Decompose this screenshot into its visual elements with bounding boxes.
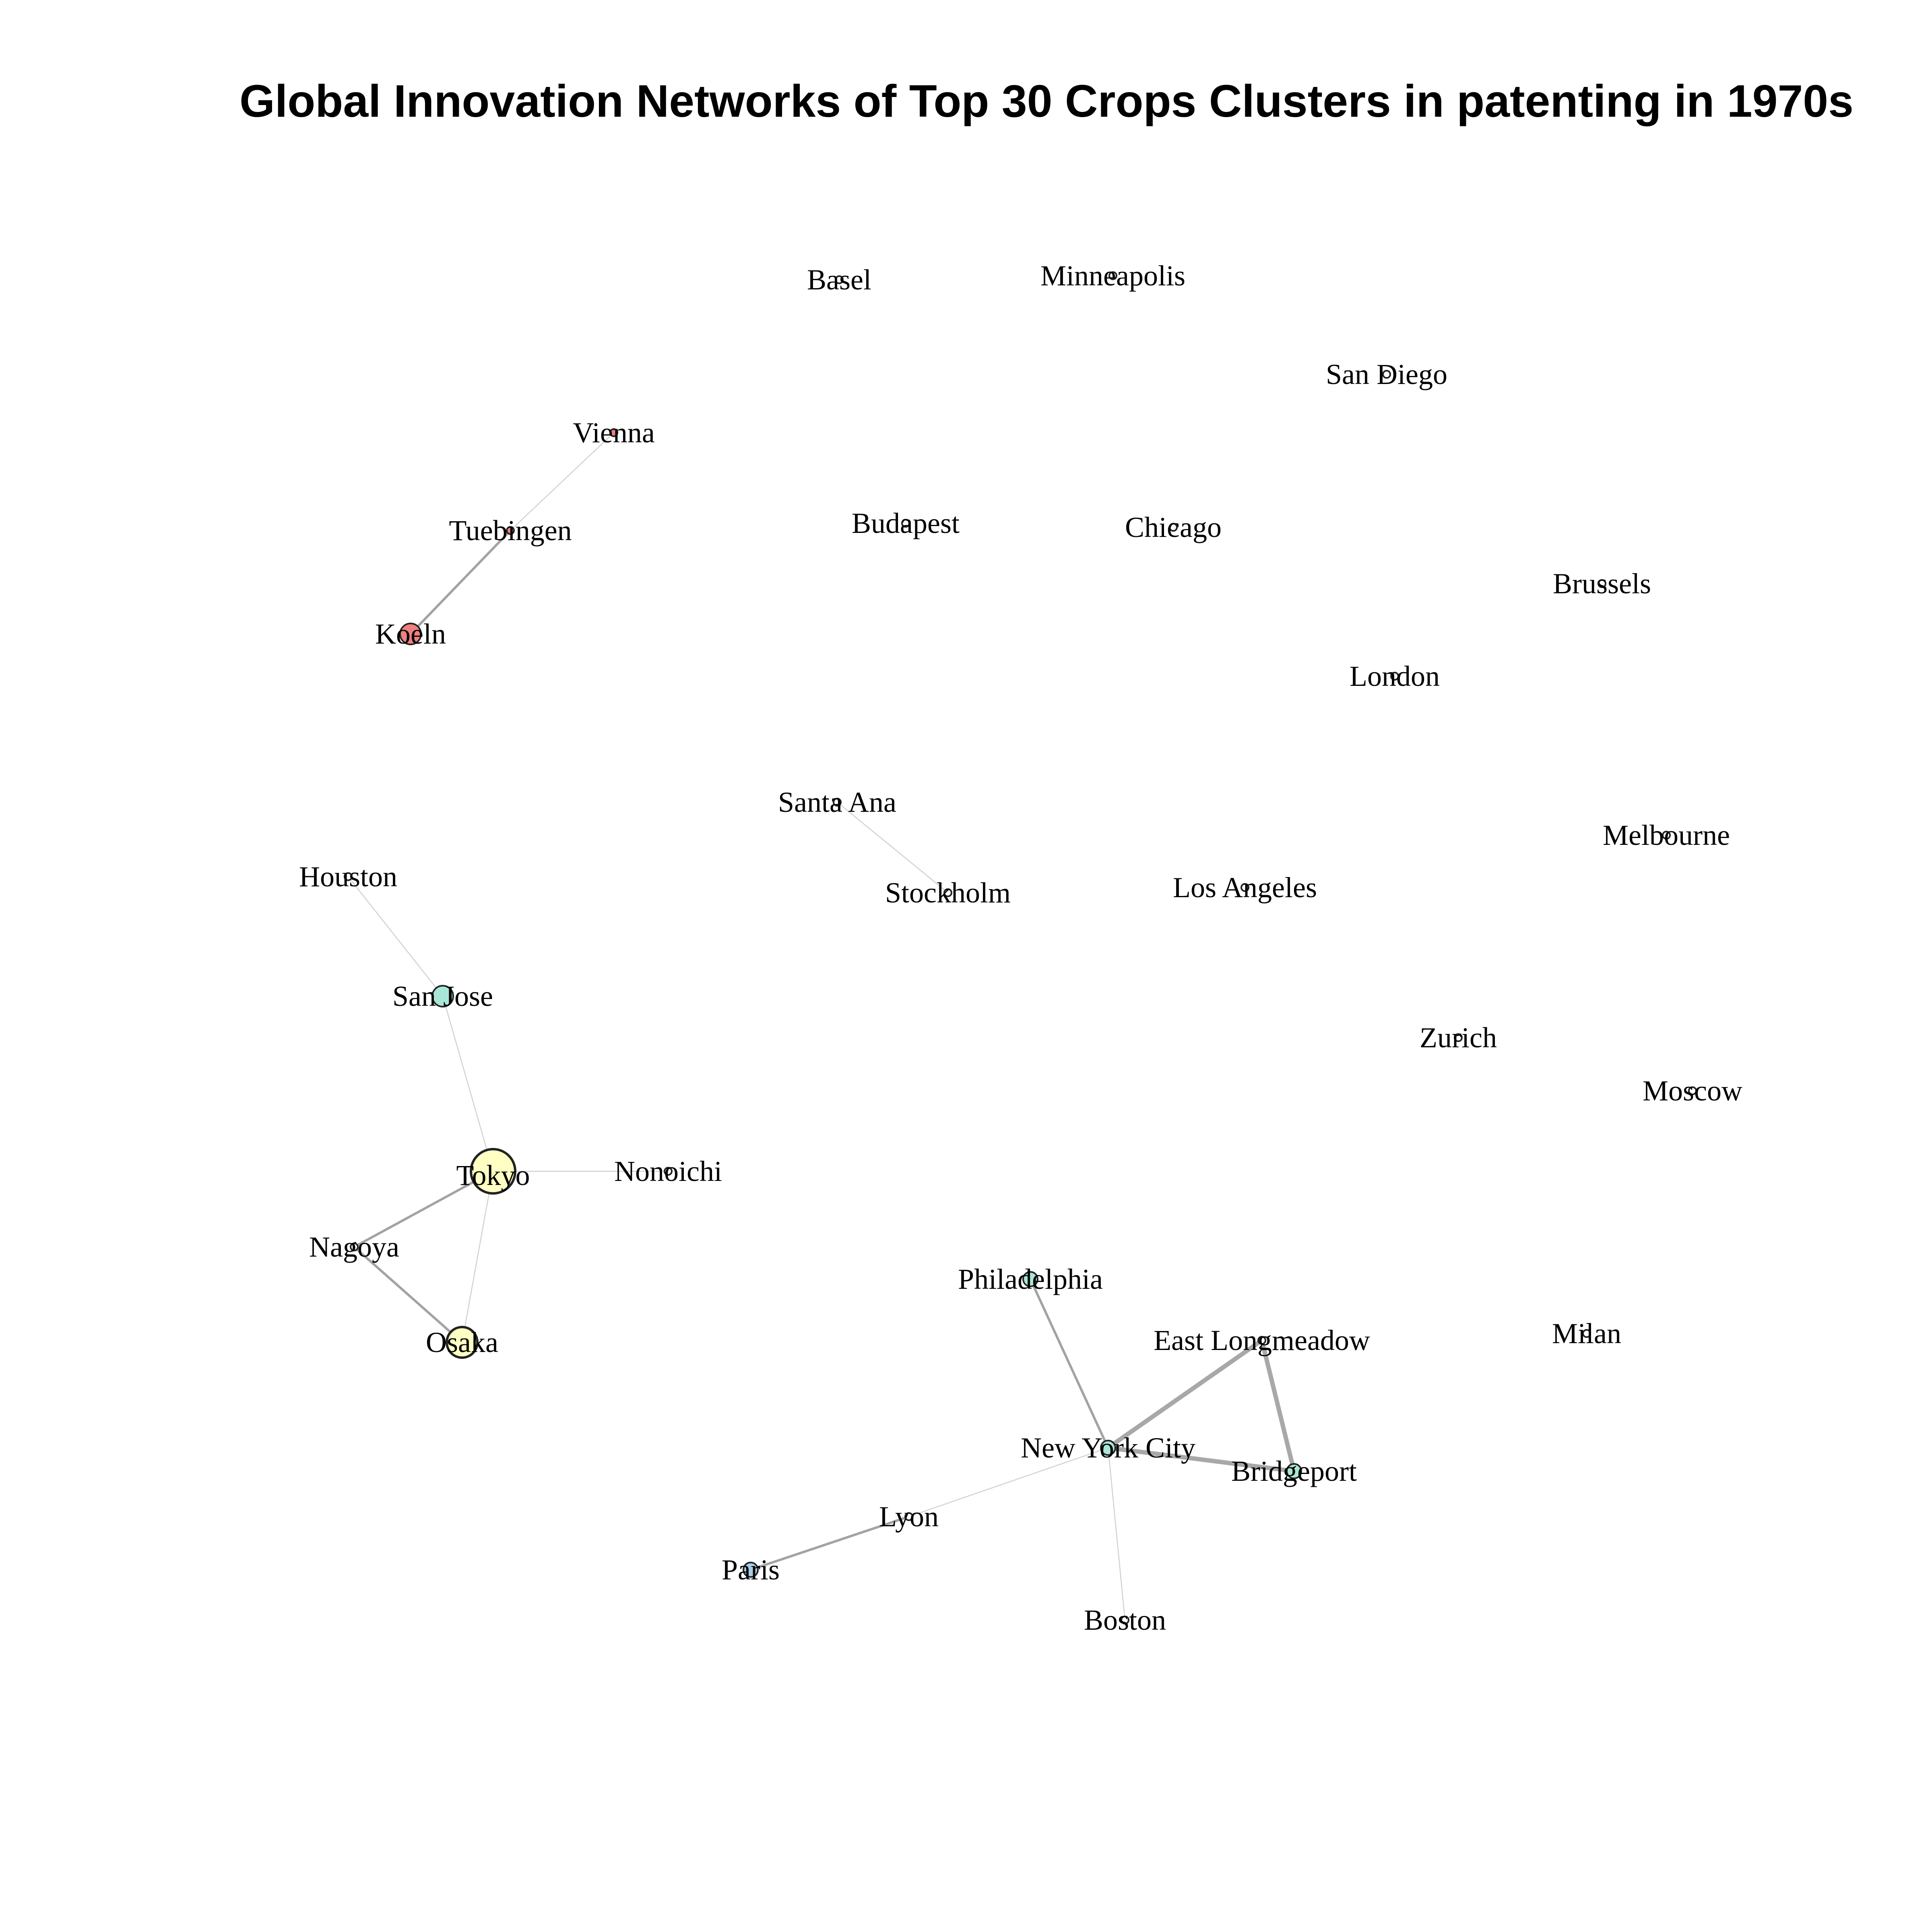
node-brussels (1598, 579, 1606, 588)
node-zurich (1454, 1033, 1463, 1042)
node-osaka (446, 1326, 479, 1359)
node-label-stockholm: Stockholm (885, 877, 1011, 909)
edge-new-york-city-east-longmeadow (1106, 1338, 1263, 1450)
node-moscow (1688, 1086, 1697, 1095)
node-label-tuebingen: Tuebingen (449, 514, 572, 547)
node-label-los-angeles: Los Angeles (1173, 871, 1317, 904)
node-philadelphia (1022, 1271, 1038, 1287)
node-budapest (901, 519, 910, 528)
edge-tuebingen-koeln (409, 529, 512, 635)
node-label-houston: Houston (299, 861, 397, 893)
node-label-minneapolis: Minneapolis (1040, 260, 1185, 292)
node-label-san-diego: San Diego (1326, 358, 1447, 390)
node-label-zurich: Zurich (1420, 1022, 1497, 1054)
node-label-chicago: Chicago (1125, 511, 1222, 543)
node-basel (835, 275, 844, 284)
edge-santa-ana-stockholm (837, 802, 948, 893)
node-label-philadelphia: Philadelphia (958, 1263, 1103, 1295)
node-label-paris: Paris (722, 1554, 780, 1586)
edges-layer (348, 432, 1296, 1620)
node-london (1390, 672, 1399, 681)
node-label-bridgeport: Bridgeport (1231, 1455, 1357, 1487)
node-label-tokyo: Tokyo (456, 1159, 530, 1191)
edge-lyon-paris (750, 1515, 909, 1571)
edge-tokyo-nagoya (353, 1170, 494, 1248)
node-label-basel: Basel (807, 264, 871, 296)
node-label-brussels: Brussels (1553, 568, 1651, 600)
edge-east-longmeadow-bridgeport (1259, 1340, 1296, 1472)
edge-nagoya-osaka (353, 1246, 463, 1344)
node-label-melbourne: Melbourne (1603, 819, 1730, 851)
node-lyon (904, 1512, 913, 1521)
edge-tokyo-osaka (461, 1171, 494, 1343)
node-boston (1121, 1616, 1129, 1624)
node-melbourne (1662, 831, 1671, 840)
node-los-angeles (1241, 883, 1249, 892)
edge-philadelphia-new-york-city (1029, 1278, 1109, 1449)
node-tokyo (470, 1148, 516, 1195)
node-label-budapest: Budapest (852, 507, 960, 539)
node-label-milan: Milan (1552, 1317, 1621, 1350)
node-koeln (399, 623, 422, 645)
node-label-osaka: Osaka (426, 1326, 498, 1358)
node-san-jose (431, 985, 454, 1007)
node-label-boston: Boston (1084, 1604, 1166, 1636)
node-tuebingen (506, 526, 515, 535)
node-nagoya (350, 1243, 359, 1251)
edge-san-jose-tokyo (442, 996, 494, 1172)
node-chicago (1169, 523, 1178, 532)
edge-vienna-tuebingen (510, 432, 614, 531)
node-minneapolis (1108, 271, 1117, 280)
node-label-moscow: Moscow (1643, 1075, 1742, 1107)
node-santa-ana (833, 798, 842, 807)
node-houston (344, 872, 353, 881)
node-label-koeln: Koeln (375, 618, 446, 650)
node-label-santa-ana: Santa Ana (778, 786, 896, 818)
node-vienna (609, 428, 618, 437)
node-east-longmeadow (1257, 1336, 1266, 1345)
chart-title: Global Innovation Networks of Top 30 Cro… (239, 76, 1854, 126)
node-nonoichi (664, 1167, 673, 1176)
node-label-lyon: Lyon (879, 1501, 939, 1533)
node-bridgeport (1286, 1463, 1302, 1479)
node-milan (1582, 1329, 1591, 1338)
node-label-london: London (1350, 660, 1440, 692)
edge-new-york-city-bridgeport (1108, 1445, 1294, 1474)
node-stockholm (943, 888, 952, 897)
edge-new-york-city-lyon (908, 1447, 1108, 1517)
node-paris (743, 1562, 759, 1578)
labels-layer: Basel Minneapolis San Diego Vienna Tuebingen… (299, 260, 1742, 1636)
node-label-san-jose: San Jose (392, 980, 493, 1012)
node-label-east-longmeadow: East Longmeadow (1154, 1324, 1370, 1356)
nodes-layer (344, 271, 1697, 1624)
node-san-diego (1382, 370, 1391, 379)
node-label-vienna: Vienna (573, 417, 655, 449)
edge-houston-san-jose (348, 876, 443, 997)
edge-new-york-city-boston (1107, 1447, 1126, 1620)
node-new-york-city (1100, 1440, 1116, 1456)
node-label-nagoya: Nagoya (309, 1231, 399, 1263)
node-label-nonoichi: Nonoichi (614, 1155, 722, 1187)
node-label-new-york-city: New York City (1021, 1432, 1195, 1464)
